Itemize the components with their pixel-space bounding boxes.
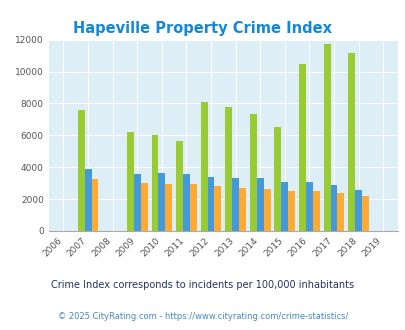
Bar (323, 44, 330, 231)
Bar (141, 183, 147, 231)
Bar (249, 114, 256, 231)
Bar (158, 173, 165, 231)
Bar (330, 185, 337, 231)
Bar (200, 102, 207, 231)
Bar (232, 178, 239, 231)
Bar (288, 191, 294, 231)
Text: © 2025 CityRating.com - https://www.cityrating.com/crime-statistics/: © 2025 CityRating.com - https://www.city… (58, 312, 347, 321)
Bar (305, 182, 312, 231)
Bar (165, 184, 172, 231)
Text: Hapeville Property Crime Index: Hapeville Property Crime Index (73, 21, 332, 36)
Bar (298, 64, 305, 231)
Bar (361, 196, 368, 231)
Bar (312, 191, 319, 231)
Bar (127, 132, 134, 231)
Bar (77, 110, 84, 231)
Bar (134, 174, 141, 231)
Bar (256, 178, 263, 231)
Bar (225, 107, 232, 231)
Bar (84, 169, 91, 231)
Bar (183, 174, 190, 231)
Bar (347, 53, 354, 231)
Text: Crime Index corresponds to incidents per 100,000 inhabitants: Crime Index corresponds to incidents per… (51, 280, 354, 290)
Bar (354, 189, 361, 231)
Bar (337, 193, 343, 231)
Bar (190, 184, 196, 231)
Bar (214, 185, 221, 231)
Bar (263, 189, 270, 231)
Bar (239, 188, 245, 231)
Bar (274, 127, 281, 231)
Bar (281, 182, 288, 231)
Bar (151, 135, 158, 231)
Bar (91, 179, 98, 231)
Bar (207, 177, 214, 231)
Bar (176, 141, 183, 231)
